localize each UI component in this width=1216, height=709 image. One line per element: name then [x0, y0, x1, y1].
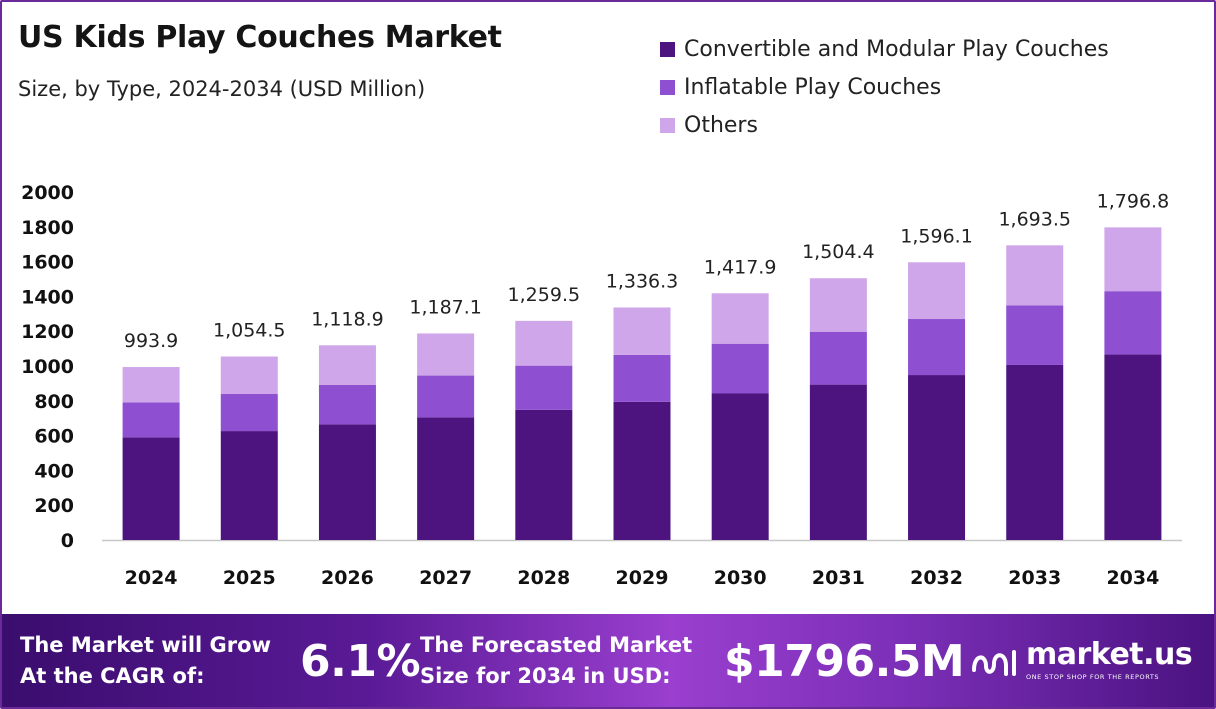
bar-segment-others [220, 356, 278, 395]
bar-segment-inflatable [711, 343, 769, 394]
legend-label-inflatable: Inflatable Play Couches [684, 74, 942, 100]
x-tick-label: 2030 [714, 567, 767, 589]
x-tick-label: 2025 [223, 567, 276, 589]
bar-segment-others [613, 307, 671, 355]
cagr-label-line2: At the CAGR of: [20, 664, 205, 688]
bar-segment-convertible [318, 424, 376, 540]
bar-segment-others [809, 278, 867, 332]
y-tick-label: 1800 [21, 217, 74, 239]
brand-logo: market.us ONE STOP SHOP FOR THE REPORTS [970, 637, 1193, 681]
legend-label-convertible: Convertible and Modular Play Couches [684, 36, 1109, 62]
chart-subtitle: Size, by Type, 2024-2034 (USD Million) [18, 77, 426, 101]
chart-title: US Kids Play Couches Market [18, 20, 502, 55]
market-us-logo-icon [972, 649, 1016, 676]
bar-segment-inflatable [1104, 291, 1162, 355]
cagr-label: The Market will Grow At the CAGR of: [20, 630, 271, 692]
y-tick-label: 2000 [21, 182, 74, 204]
x-tick-label: 2027 [419, 567, 472, 589]
y-tick-label: 1200 [21, 321, 74, 343]
bar-total-label: 1,054.5 [213, 320, 286, 342]
forecast-value: $1796.5M [724, 636, 965, 687]
legend-item-inflatable: Inflatable Play Couches [660, 68, 1109, 106]
legend-label-others: Others [684, 112, 758, 138]
x-tick-label: 2024 [125, 567, 178, 589]
bar-total-label: 1,504.4 [802, 241, 875, 263]
cagr-value: 6.1% [300, 636, 421, 687]
stacked-bar-chart: 0 200 400 600 800 1000 1200 1400 1600 1800 2000 993… [21, 182, 1182, 589]
bar-total-label: 1,417.9 [704, 256, 777, 278]
bar-segment-convertible [613, 401, 671, 540]
legend-swatch-inflatable [660, 79, 675, 95]
bar-total-label: 1,336.3 [606, 270, 679, 292]
bar-segment-others [417, 333, 475, 376]
bar-segment-inflatable [122, 402, 180, 438]
bar-segment-convertible [122, 437, 180, 540]
y-tick-label: 600 [34, 426, 74, 448]
x-tick-label: 2034 [1106, 567, 1159, 589]
bar-segment-others [122, 367, 180, 403]
summary-banner: The Market will Grow At the CAGR of: 6.1… [2, 614, 1214, 707]
y-tick-label: 1000 [21, 356, 74, 378]
bar-total-label: 1,118.9 [311, 308, 384, 330]
bar-total-label: 1,259.5 [508, 284, 581, 306]
legend-swatch-convertible [660, 41, 675, 57]
y-tick-label: 1600 [21, 252, 74, 274]
y-tick-label: 200 [34, 495, 74, 517]
bar-total-label: 1,693.5 [998, 208, 1071, 230]
legend-item-others: Others [660, 106, 1109, 144]
bar-segment-convertible [1104, 354, 1162, 540]
bar-segment-convertible [515, 409, 573, 540]
bar-segment-convertible [908, 375, 966, 540]
x-tick-label: 2028 [517, 567, 570, 589]
y-tick-label: 0 [61, 530, 74, 552]
bar-segment-inflatable [1006, 305, 1064, 365]
legend-swatch-others [660, 117, 675, 133]
bar-segment-convertible [220, 431, 278, 540]
bar-segment-others [1104, 227, 1162, 292]
x-tick-label: 2033 [1008, 567, 1061, 589]
bar-segment-inflatable [809, 331, 867, 385]
bar-total-label: 993.9 [124, 330, 178, 352]
bar-segment-others [515, 320, 573, 366]
bar-segment-inflatable [908, 319, 966, 376]
bar-segment-others [908, 262, 966, 320]
x-tick-label: 2029 [616, 567, 669, 589]
legend-item-convertible: Convertible and Modular Play Couches [660, 30, 1109, 68]
bar-segment-inflatable [318, 384, 376, 425]
bar-segment-inflatable [417, 375, 475, 418]
x-tick-label: 2032 [910, 567, 963, 589]
bar-segment-inflatable [220, 394, 278, 432]
bar-total-label: 1,796.8 [1097, 190, 1170, 212]
brand-name: market.us [1026, 637, 1193, 672]
bar-segment-inflatable [515, 365, 573, 410]
forecast-label: The Forecasted Market Size for 2034 in U… [420, 630, 692, 692]
bar-segment-others [318, 345, 376, 385]
y-tick-label: 800 [34, 391, 74, 413]
forecast-label-line1: The Forecasted Market [420, 633, 693, 657]
bar-segment-convertible [711, 393, 769, 540]
bar-segment-inflatable [613, 354, 671, 402]
bar-segment-others [1006, 245, 1064, 306]
bar-segment-others [711, 293, 769, 344]
bar-segment-convertible [1006, 364, 1064, 540]
legend: Convertible and Modular Play Couches Inf… [660, 30, 1109, 144]
x-tick-label: 2026 [321, 567, 374, 589]
brand-tagline: ONE STOP SHOP FOR THE REPORTS [1026, 673, 1160, 681]
bar-segment-convertible [809, 384, 867, 540]
bar-segment-convertible [417, 417, 475, 540]
x-tick-label: 2031 [812, 567, 865, 589]
cagr-label-line1: The Market will Grow [20, 633, 271, 657]
y-tick-label: 1400 [21, 286, 74, 308]
y-tick-label: 400 [34, 460, 74, 482]
forecast-label-line2: Size for 2034 in USD: [420, 664, 671, 688]
bar-total-label: 1,596.1 [900, 225, 973, 247]
bar-total-label: 1,187.1 [409, 296, 482, 318]
